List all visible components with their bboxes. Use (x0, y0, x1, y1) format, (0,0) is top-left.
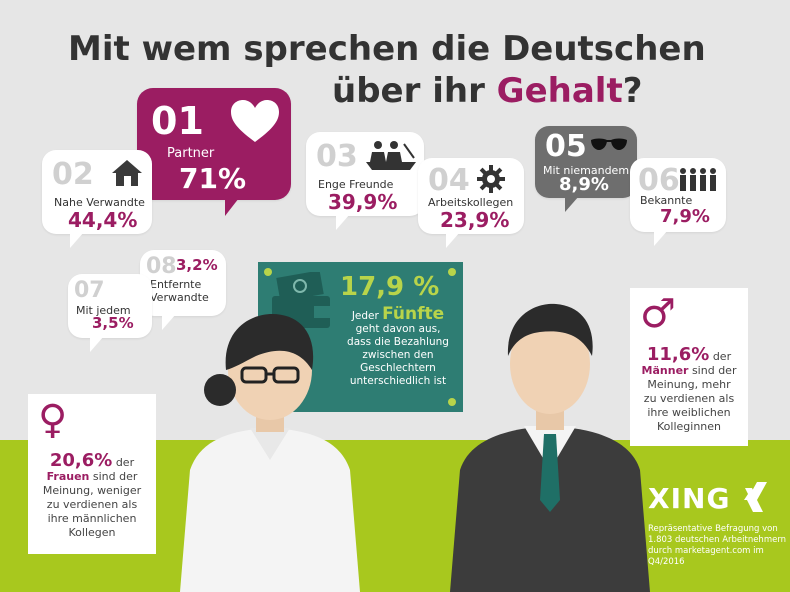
bubble-label: Enge Freunde (318, 178, 394, 191)
bubble-tail (654, 230, 668, 246)
rowing-friends-icon (366, 141, 416, 170)
bubble-tail (90, 336, 104, 352)
men-text: 11,6% der Männer sind der Meinung, mehr … (632, 346, 746, 434)
women-bold: Frauen (46, 470, 90, 483)
bubble-percent: 71% (179, 162, 247, 195)
bubble-number: 01 (151, 99, 204, 143)
pin (448, 398, 456, 406)
bubble-percent: 39,9% (328, 190, 398, 214)
bubble-percent: 44,4% (68, 208, 138, 232)
bubble-enge-freunde: 03 Enge Freunde 39,9% (306, 132, 424, 230)
board-text-pre: Jeder (351, 310, 379, 322)
bubble-number: 02 (52, 157, 94, 192)
group-icon (680, 168, 716, 191)
bubble-mit-niemandem: 05 Mit niemandem 8,9% (535, 126, 637, 212)
title-line-2: über ihr Gehalt? (332, 70, 642, 112)
bubble-mit-jedem: 07 Mit jedem 3,5% (68, 274, 152, 352)
board-text: Jeder Fünfte geht davon aus, dass die Be… (338, 306, 458, 388)
bubble-tail (565, 196, 579, 212)
women-post-pct: der (115, 456, 135, 469)
bubble-tail (225, 198, 239, 216)
xing-mark-icon (744, 482, 768, 512)
bubble-label: Bekannte (640, 194, 693, 207)
survey-note: Repräsentative Befragung von 1.803 deuts… (648, 524, 787, 567)
bubble-bekannte: 06 Bekannte 7,9% (630, 158, 726, 246)
male-symbol-icon: ♂ (640, 291, 676, 337)
gear-icon (477, 165, 505, 193)
bubble-number: 06 (638, 163, 680, 198)
pin (264, 268, 272, 276)
bubble-nahe-verwandte: 02 Nahe Verwandte 44,4% (42, 150, 152, 248)
bubble-tail (446, 232, 460, 248)
pin (448, 268, 456, 276)
bubble-arbeitskollegen: 04 Arbeitskollegen 23,9% (418, 158, 524, 248)
bubble-tail (162, 314, 176, 330)
bubble-percent: 3,5% (92, 314, 134, 332)
bubble-label: Nahe Verwandte (54, 196, 145, 209)
board-percent: 17,9 % (340, 272, 440, 302)
bubble-partner: 01 Partner 71% (137, 88, 291, 216)
bubble-percent: 7,9% (660, 206, 710, 227)
title-line-2-post: ? (622, 71, 643, 111)
board-accent: Fünfte (382, 304, 445, 324)
bubble-label: Mit jedem (76, 304, 131, 317)
man-figure (450, 303, 650, 592)
men-post-pct: der (712, 350, 732, 363)
women-percent: 20,6% (49, 450, 113, 471)
bubble-percent: 23,9% (440, 208, 510, 232)
men-body: sind der Meinung, mehr zu verdienen als … (643, 364, 737, 433)
brand-name: XING (648, 482, 731, 515)
bubble-number: 03 (316, 139, 358, 174)
heart-icon (231, 100, 279, 142)
bubble-percent: 8,9% (559, 174, 609, 195)
men-bold: Männer (641, 364, 689, 377)
bubble-label: Partner (167, 146, 215, 161)
bubble-number: 08 (146, 254, 177, 279)
brand-logo: XING (648, 482, 768, 515)
female-symbol-icon: ♀ (38, 397, 68, 443)
bubble-number: 05 (545, 129, 587, 164)
house-icon (112, 160, 142, 186)
bubble-label: Arbeitskollegen (428, 196, 514, 209)
bubble-percent: 3,2% (176, 256, 218, 274)
bubble-tail (336, 214, 350, 230)
women-text: 20,6% der Frauen sind der Meinung, wenig… (30, 452, 154, 540)
board-text-body: geht davon aus, dass die Bezahlung zwisc… (347, 323, 449, 387)
sunglasses-icon (591, 138, 627, 150)
title-line-2-pre: über ihr (332, 71, 497, 111)
bubble-number: 07 (74, 278, 105, 303)
bubble-tail (70, 232, 84, 248)
bubble-label: Entfernte Verwandte (150, 278, 209, 304)
men-panel: ♂ 11,6% der Männer sind der Meinung, meh… (630, 288, 748, 446)
title-line-1: Mit wem sprechen die Deutschen (68, 29, 706, 69)
women-body: sind der Meinung, weniger zu verdienen a… (42, 470, 142, 539)
woman-figure (180, 314, 360, 592)
women-panel: ♀ 20,6% der Frauen sind der Meinung, wen… (28, 394, 156, 554)
bubble-entfernte-verwandte: 08 3,2% Entfernte Verwandte (140, 250, 226, 330)
bubble-label: Mit niemandem (543, 164, 630, 177)
men-percent: 11,6% (646, 344, 710, 365)
title-accent: Gehalt (496, 71, 623, 111)
bubble-number: 04 (428, 163, 470, 198)
